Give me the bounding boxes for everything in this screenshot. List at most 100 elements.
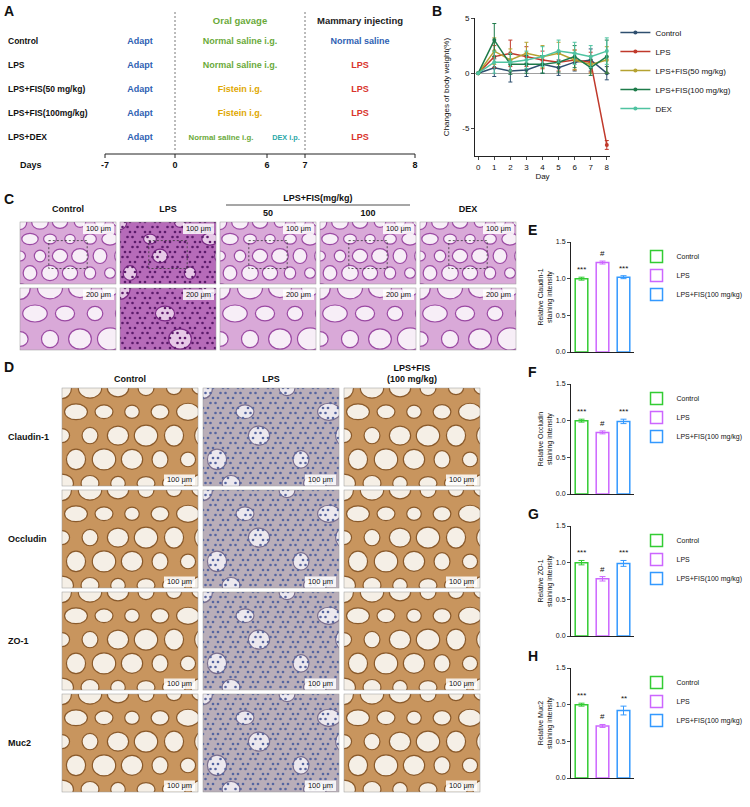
- svg-text:LPS: LPS: [351, 132, 369, 142]
- svg-text:Control: Control: [677, 679, 700, 686]
- svg-text:100 μm: 100 μm: [308, 577, 333, 586]
- svg-text:1.0: 1.0: [556, 417, 566, 424]
- svg-text:DEX: DEX: [459, 204, 478, 214]
- svg-text:Control: Control: [655, 29, 681, 38]
- svg-text:100 μm: 100 μm: [286, 224, 311, 233]
- svg-text:5: 5: [556, 163, 561, 172]
- svg-text:100 μm: 100 μm: [167, 577, 192, 586]
- svg-text:100 μm: 100 μm: [449, 475, 474, 484]
- svg-text:100 μm: 100 μm: [167, 679, 192, 688]
- svg-text:Adapt: Adapt: [127, 36, 153, 46]
- svg-text:Day: Day: [535, 172, 549, 181]
- svg-text:Adapt: Adapt: [127, 84, 153, 94]
- svg-text:***: ***: [577, 265, 586, 274]
- svg-text:Adapt: Adapt: [127, 60, 153, 70]
- svg-text:0.5: 0.5: [556, 454, 566, 461]
- svg-text:***: ***: [619, 548, 628, 557]
- svg-text:200 μm: 200 μm: [186, 290, 211, 299]
- svg-text:LPS: LPS: [677, 556, 691, 563]
- svg-text:0.5: 0.5: [556, 596, 566, 603]
- svg-text:C: C: [4, 191, 14, 207]
- svg-text:LPS: LPS: [8, 60, 25, 70]
- svg-text:Relative Occludinstaining inte: Relative Occludinstaining intensity: [537, 412, 554, 467]
- svg-text:Normal saline i.g.: Normal saline i.g.: [189, 133, 254, 142]
- svg-text:Control: Control: [677, 537, 700, 544]
- svg-text:LPS: LPS: [677, 414, 691, 421]
- svg-text:Control: Control: [677, 395, 700, 402]
- svg-text:1.5: 1.5: [556, 664, 566, 671]
- svg-text:Adapt: Adapt: [127, 132, 153, 142]
- svg-text:#: #: [600, 419, 605, 428]
- svg-text:100 μm: 100 μm: [308, 679, 333, 688]
- svg-text:Mammary injecting: Mammary injecting: [317, 15, 403, 26]
- svg-text:LPS+FIS(50 mg/kg): LPS+FIS(50 mg/kg): [8, 84, 85, 94]
- svg-text:100 μm: 100 μm: [449, 679, 474, 688]
- svg-text:LPS+FIS(100mg/kg): LPS+FIS(100mg/kg): [8, 108, 88, 118]
- svg-text:1.5: 1.5: [556, 522, 566, 529]
- svg-text:F: F: [528, 364, 537, 380]
- svg-text:6: 6: [572, 163, 577, 172]
- svg-text:100 μm: 100 μm: [167, 781, 192, 790]
- svg-text:1.0: 1.0: [556, 275, 566, 282]
- svg-text:E: E: [528, 222, 537, 238]
- svg-text:Normal saline i.g.: Normal saline i.g.: [203, 60, 278, 70]
- svg-text:100 μm: 100 μm: [386, 224, 411, 233]
- svg-text:Adapt: Adapt: [127, 108, 153, 118]
- svg-text:A: A: [4, 3, 14, 19]
- svg-text:1.5: 1.5: [556, 238, 566, 245]
- svg-text:7: 7: [588, 163, 593, 172]
- svg-text:D: D: [4, 359, 14, 375]
- svg-text:100 μm: 100 μm: [449, 781, 474, 790]
- svg-text:ZO-1: ZO-1: [8, 636, 29, 646]
- svg-text:LPS+FIS(100 mg/kg): LPS+FIS(100 mg/kg): [677, 433, 743, 441]
- svg-text:LPS: LPS: [351, 60, 369, 70]
- svg-text:DEX i.p.: DEX i.p.: [272, 133, 299, 142]
- svg-text:0.0: 0.0: [556, 490, 566, 497]
- svg-text:**: **: [621, 694, 627, 703]
- svg-text:1.0: 1.0: [556, 701, 566, 708]
- svg-text:Muc2: Muc2: [8, 738, 31, 748]
- svg-text:4: 4: [540, 163, 545, 172]
- svg-text:100 μm: 100 μm: [308, 781, 333, 790]
- svg-text:Normal saline i.g.: Normal saline i.g.: [203, 36, 278, 46]
- svg-text:Occludin: Occludin: [8, 534, 47, 544]
- svg-text:100 μm: 100 μm: [486, 224, 511, 233]
- svg-text:-5: -5: [462, 124, 470, 133]
- svg-text:200 μm: 200 μm: [286, 290, 311, 299]
- svg-text:LPS+FIS(100 mg/kg): LPS+FIS(100 mg/kg): [677, 717, 743, 725]
- svg-text:0.0: 0.0: [556, 632, 566, 639]
- svg-text:100: 100: [360, 208, 375, 218]
- svg-text:LPS: LPS: [262, 374, 280, 384]
- svg-text:200 μm: 200 μm: [386, 290, 411, 299]
- svg-text:100 μm: 100 μm: [167, 475, 192, 484]
- svg-text:200 μm: 200 μm: [486, 290, 511, 299]
- svg-text:Control: Control: [52, 204, 84, 214]
- svg-text:1.0: 1.0: [556, 559, 566, 566]
- svg-text:G: G: [528, 506, 539, 522]
- svg-text:2: 2: [508, 163, 513, 172]
- svg-text:100 μm: 100 μm: [308, 475, 333, 484]
- svg-text:100 μm: 100 μm: [449, 577, 474, 586]
- svg-text:***: ***: [619, 264, 628, 273]
- svg-text:100 μm: 100 μm: [86, 224, 111, 233]
- svg-text:LPS: LPS: [159, 204, 177, 214]
- svg-text:0.0: 0.0: [556, 774, 566, 781]
- svg-text:LPS: LPS: [351, 108, 369, 118]
- svg-text:#: #: [600, 712, 605, 721]
- svg-text:***: ***: [577, 548, 586, 557]
- svg-text:Relative Claudin-1staining int: Relative Claudin-1staining intensity: [537, 268, 554, 325]
- svg-text:LPS+DEX: LPS+DEX: [8, 132, 47, 142]
- svg-text:0: 0: [476, 163, 481, 172]
- svg-text:8: 8: [605, 163, 610, 172]
- svg-text:LPS+FIS(100 mg/kg): LPS+FIS(100 mg/kg): [677, 291, 743, 299]
- svg-text:0: 0: [172, 160, 177, 170]
- svg-text:0.0: 0.0: [556, 348, 566, 355]
- svg-text:LPS: LPS: [677, 272, 691, 279]
- svg-text:H: H: [528, 648, 538, 664]
- svg-text:8: 8: [412, 160, 417, 170]
- svg-text:***: ***: [577, 691, 586, 700]
- svg-text:3: 3: [524, 163, 529, 172]
- svg-text:200 μm: 200 μm: [86, 290, 111, 299]
- svg-text:Fistein i.g.: Fistein i.g.: [218, 108, 263, 118]
- svg-text:100 μm: 100 μm: [186, 224, 211, 233]
